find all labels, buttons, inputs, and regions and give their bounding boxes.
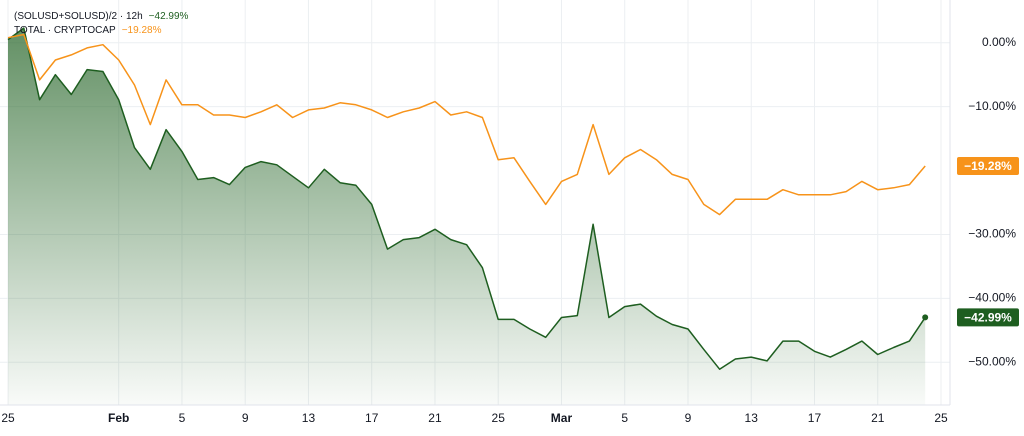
- x-tick-label: 17: [365, 411, 379, 425]
- value-badge: [957, 308, 1019, 327]
- y-tick-label: −30.00%: [968, 227, 1016, 241]
- x-tick-label: 5: [179, 411, 186, 425]
- x-tick-label: 25: [492, 411, 506, 425]
- x-tick-label: 13: [745, 411, 759, 425]
- series-area: [8, 28, 926, 405]
- x-tick-label: 21: [428, 411, 442, 425]
- value-label: −42.99%: [964, 311, 1012, 325]
- series-line: [7, 33, 926, 216]
- y-tick-label: −50.00%: [968, 354, 1016, 368]
- value-badge: [957, 156, 1019, 175]
- x-tick-label: 5: [621, 411, 628, 425]
- x-tick-label: 9: [242, 411, 249, 425]
- plot: [7, 27, 929, 405]
- x-tick-label: 9: [685, 411, 692, 425]
- legend-name: TOTAL · CRYPTOCAP: [14, 25, 116, 36]
- x-tick-label: Feb: [108, 411, 129, 425]
- legend-entry: (SOLUSD+SOLUSD)/2 · 12h −42.99%: [14, 11, 189, 22]
- legend-change: −19.28%: [122, 25, 162, 36]
- legend-entry: TOTAL · CRYPTOCAP −19.28%: [14, 25, 162, 36]
- axes: 0.00% −10.00% −30.00% −40.00% −50.00% 25 Feb 5 9…: [1, 11, 1019, 425]
- x-tick-label: 25: [1, 411, 15, 425]
- x-tick-label: 17: [808, 411, 822, 425]
- y-tick-label: −40.00%: [968, 290, 1016, 304]
- y-tick-label: −10.00%: [968, 99, 1016, 113]
- value-label: −19.28%: [964, 159, 1012, 173]
- x-tick-label: 13: [302, 411, 316, 425]
- y-tick-label: 0.00%: [982, 35, 1016, 49]
- x-tick-label: 25: [934, 411, 948, 425]
- last-point: [922, 314, 929, 321]
- x-tick-label: Mar: [551, 411, 573, 425]
- legend-change: −42.99%: [149, 11, 189, 22]
- x-tick-label: 21: [871, 411, 885, 425]
- series-line: [7, 27, 926, 370]
- legend-name: (SOLUSD+SOLUSD)/2 · 12h: [14, 11, 143, 22]
